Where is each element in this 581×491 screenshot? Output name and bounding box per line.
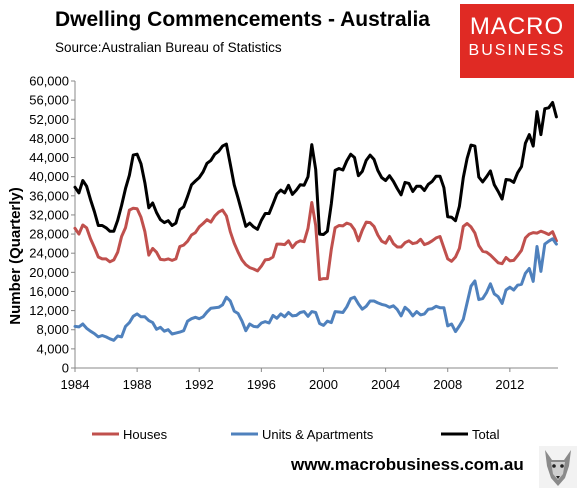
y-axis-label: Number (Quarterly) xyxy=(7,187,24,325)
legend-label-total: Total xyxy=(472,427,500,442)
x-tick-label: 2004 xyxy=(371,377,400,392)
wolf-mascot-icon xyxy=(539,446,577,488)
legend-label-houses: Houses xyxy=(123,427,168,442)
y-tick-label: 20,000 xyxy=(29,265,69,280)
y-tick-label: 48,000 xyxy=(29,131,69,146)
series-line-houses xyxy=(73,201,558,281)
y-tick-label: 0 xyxy=(62,361,69,376)
y-tick-label: 36,000 xyxy=(29,188,69,203)
logo-line-2: BUSINESS xyxy=(468,42,566,59)
x-tick-label: 2000 xyxy=(309,377,338,392)
chart-title: Dwelling Commencements - Australia xyxy=(55,8,430,31)
x-tick-label: 2008 xyxy=(433,377,462,392)
logo-line-1: MACRO xyxy=(469,13,565,40)
y-tick-label: 28,000 xyxy=(29,227,69,242)
x-axis: 1984 1988 1992 1996 2000 2004 2008 2012 xyxy=(61,367,558,392)
macrobusiness-logo: MACRO BUSINESS xyxy=(460,4,574,78)
y-tick-label: 4,000 xyxy=(36,341,69,356)
x-tick-label: 1988 xyxy=(123,377,152,392)
footer-url: www.macrobusiness.com.au xyxy=(291,455,524,474)
y-tick-label: 8,000 xyxy=(36,322,69,337)
y-tick-label: 52,000 xyxy=(29,112,69,127)
y-tick-label: 60,000 xyxy=(29,74,69,89)
y-tick-label: 12,000 xyxy=(29,303,69,318)
x-tick-label: 1996 xyxy=(247,377,276,392)
y-tick-label: 24,000 xyxy=(29,246,69,261)
x-tick-label: 2012 xyxy=(495,377,524,392)
x-tick-label: 1992 xyxy=(185,377,214,392)
series-layer xyxy=(73,101,558,342)
chart-source: Source:Australian Bureau of Statistics xyxy=(55,40,282,55)
y-tick-label: 40,000 xyxy=(29,169,69,184)
y-axis: 0 4,000 8,000 12,000 16,000 20,000 24,000 28,00… xyxy=(29,74,76,376)
series-line-units-apartments xyxy=(73,237,558,342)
y-tick-label: 44,000 xyxy=(29,150,69,165)
legend-label-units-apartments: Units & Apartments xyxy=(262,427,374,442)
line-chart: 0 4,000 8,000 12,000 16,000 20,000 24,000 28,00… xyxy=(7,74,558,442)
legend: Houses Units & Apartments Total xyxy=(92,427,500,442)
series-line-total xyxy=(73,101,558,236)
y-tick-label: 56,000 xyxy=(29,93,69,108)
x-tick-label: 1984 xyxy=(61,377,90,392)
y-tick-label: 16,000 xyxy=(29,284,69,299)
y-tick-label: 32,000 xyxy=(29,207,69,222)
